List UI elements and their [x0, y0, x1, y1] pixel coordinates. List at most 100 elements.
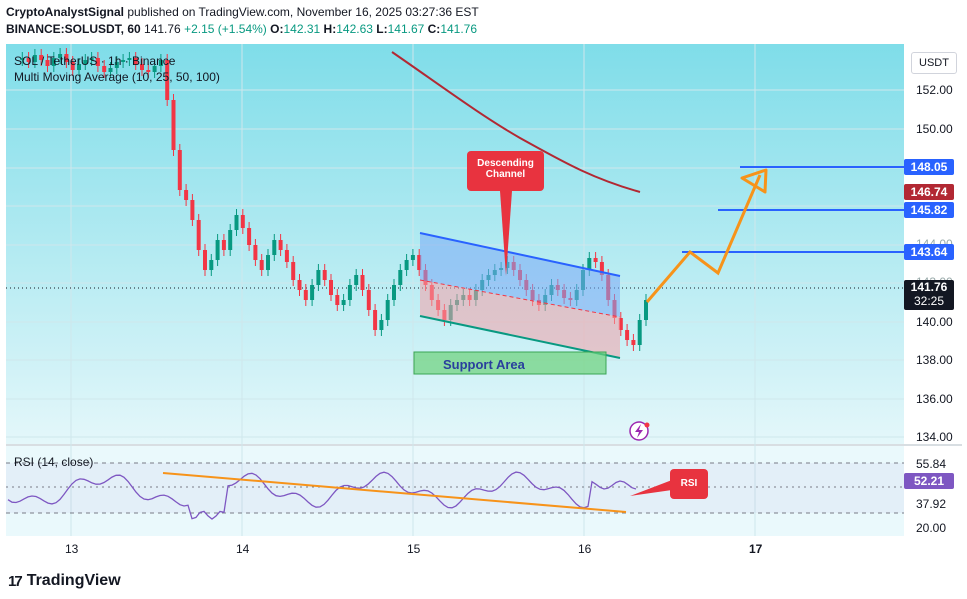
channel-top-line: [419, 232, 621, 277]
candle-body: [272, 240, 277, 255]
candle-body: [77, 64, 81, 70]
candle-body: [341, 300, 346, 305]
candle-body: [392, 285, 396, 300]
candle-body: [644, 300, 648, 320]
close-value: 141.76: [440, 22, 478, 36]
candle-body: [184, 190, 189, 200]
candle-body: [108, 68, 113, 72]
moving-average-line: [391, 51, 641, 193]
candle-body: [26, 58, 31, 62]
time-axis-label: 17: [749, 542, 763, 556]
current-price-tag[interactable]: 141.76 32:25: [904, 280, 954, 310]
candle-body: [417, 255, 422, 270]
candle-body: [102, 66, 107, 72]
candle-body: [322, 270, 327, 280]
candle-body: [373, 310, 378, 330]
legend-title[interactable]: SOL / TetherUS · 1h · Binance: [14, 54, 176, 68]
bar-countdown: 32:25: [913, 294, 945, 308]
candle-body: [215, 240, 220, 260]
price-axis-label: 140.00: [916, 315, 953, 329]
time-axis-label: 14: [236, 542, 250, 556]
rsi-callout-pointer: [630, 480, 672, 496]
candle-body: [165, 60, 170, 100]
channel-lower-fill: [420, 280, 620, 358]
candle-body: [228, 230, 233, 250]
candle-body: [259, 260, 264, 270]
high-label: H:: [323, 22, 337, 36]
candle-body: [177, 150, 182, 190]
candle-body: [158, 60, 163, 66]
time-axis-label: 15: [407, 542, 421, 556]
candle-body: [316, 270, 321, 285]
brand-name: TradingView: [26, 572, 121, 589]
rsi-value-tag[interactable]: 52.21: [904, 473, 954, 489]
candle-body: [637, 320, 642, 345]
candle-body: [587, 258, 592, 270]
candle-body: [404, 260, 409, 270]
candle-body: [240, 215, 245, 228]
publisher-name[interactable]: CryptoAnalystSignal: [6, 5, 125, 19]
rsi-divergence-line: [162, 472, 627, 513]
candle-body: [360, 275, 365, 290]
high-value: 142.63: [336, 22, 373, 36]
rsi-band: [6, 463, 904, 513]
candle-body: [133, 58, 138, 64]
low-label: L:: [376, 22, 388, 36]
candle-body: [303, 290, 308, 300]
candle-body: [196, 220, 201, 250]
rsi-title[interactable]: RSI (14, close): [14, 455, 94, 469]
price-change: +2.15 (+1.54%): [184, 22, 267, 36]
symbol-label: BINANCE:SOLUSDT, 60: [6, 22, 141, 36]
candle-body: [625, 330, 630, 340]
publish-info: published on TradingView.com, November 1…: [127, 5, 479, 19]
candle-body: [410, 255, 415, 260]
candle-body: [89, 58, 94, 60]
candle-body: [631, 340, 636, 345]
candle-body: [20, 58, 25, 60]
alert-dot: [644, 422, 650, 428]
time-axis-label: 16: [578, 542, 592, 556]
last-price: 141.76: [144, 22, 181, 36]
channel-mid-line: [419, 279, 621, 318]
current-price-value: 141.76: [910, 280, 948, 294]
candle-body: [64, 54, 69, 62]
rsi-axis-label: 20.00: [916, 521, 947, 535]
price-tag-143[interactable]: 143.64: [904, 244, 954, 260]
support-area-label: Support Area: [443, 357, 525, 372]
candle-body: [247, 228, 252, 245]
price-tag-148[interactable]: 148.05: [904, 159, 954, 175]
candle-body: [221, 240, 226, 250]
price-axis-label: 150.00: [916, 122, 953, 136]
publish-line: CryptoAnalystSignal published on Trading…: [6, 5, 479, 19]
currency-button[interactable]: USDT: [911, 52, 957, 74]
price-tag-ma[interactable]: 146.74: [904, 184, 954, 200]
rsi-pane[interactable]: [6, 446, 904, 536]
arrow-head: [740, 168, 768, 194]
candle-body: [95, 58, 100, 66]
candle-body: [70, 62, 75, 70]
candle-body: [599, 262, 604, 275]
tradingview-logo-icon: 17: [8, 572, 23, 590]
candle-body: [51, 58, 56, 66]
descending-channel-callout: [467, 151, 544, 191]
candle-body: [127, 58, 132, 60]
candle-body: [291, 262, 296, 280]
candle-body: [366, 290, 371, 310]
price-tag-145[interactable]: 145.82: [904, 202, 954, 218]
candle-body: [593, 258, 598, 262]
channel-bottom-line: [419, 315, 621, 359]
price-axis-label: 134.00: [916, 430, 953, 444]
ohlc-line: BINANCE:SOLUSDT, 60 141.76 +2.15 (+1.54%…: [6, 22, 477, 36]
candle-body: [297, 280, 302, 290]
callout-line-2: Channel: [485, 169, 526, 180]
lightning-glyph: [635, 424, 643, 438]
tradingview-footer[interactable]: 17 TradingView: [8, 572, 121, 590]
candle-body: [335, 295, 340, 305]
candle-body: [329, 280, 333, 295]
price-axis-label: 136.00: [916, 392, 953, 406]
price-axis-label: 138.00: [916, 353, 953, 367]
candle-body: [310, 285, 315, 300]
legend-indicator[interactable]: Multi Moving Average (10, 25, 50, 100): [14, 70, 220, 84]
candle-body: [385, 300, 390, 320]
